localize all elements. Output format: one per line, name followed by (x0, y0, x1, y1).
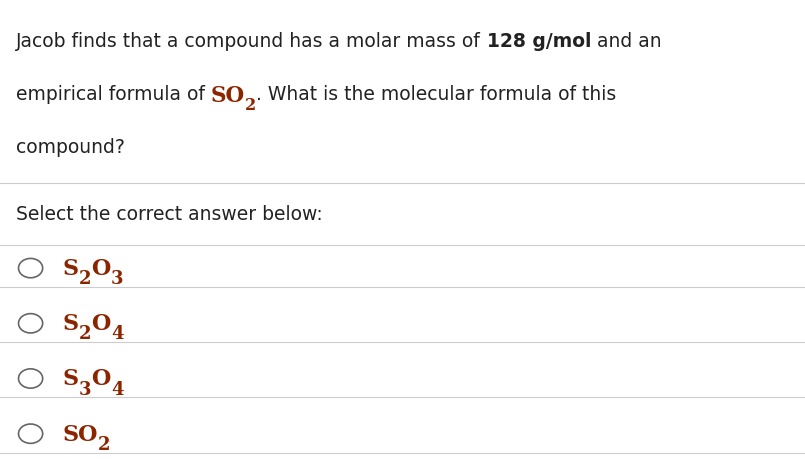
Text: . What is the molecular formula of this: . What is the molecular formula of this (256, 85, 617, 104)
Text: S: S (63, 257, 79, 280)
Text: SO: SO (63, 423, 98, 445)
Text: S: S (63, 313, 79, 335)
Text: 3: 3 (79, 380, 92, 398)
Text: 2: 2 (245, 96, 256, 113)
Text: SO: SO (211, 85, 245, 107)
Text: O: O (92, 368, 111, 390)
Text: 4: 4 (111, 325, 123, 343)
Text: empirical formula of: empirical formula of (16, 85, 211, 104)
Text: 2: 2 (79, 269, 92, 288)
Text: 2: 2 (98, 435, 111, 453)
Text: Jacob finds that a compound has a molar mass of: Jacob finds that a compound has a molar … (16, 32, 487, 51)
Text: and an: and an (592, 32, 662, 51)
Text: 3: 3 (111, 269, 123, 288)
Text: Select the correct answer below:: Select the correct answer below: (16, 204, 323, 223)
Text: 128 g/mol: 128 g/mol (487, 32, 592, 51)
Text: 2: 2 (79, 325, 92, 343)
Text: O: O (92, 313, 111, 335)
Text: O: O (92, 257, 111, 280)
Text: S: S (63, 368, 79, 390)
Text: 4: 4 (111, 380, 123, 398)
Text: compound?: compound? (16, 138, 125, 157)
